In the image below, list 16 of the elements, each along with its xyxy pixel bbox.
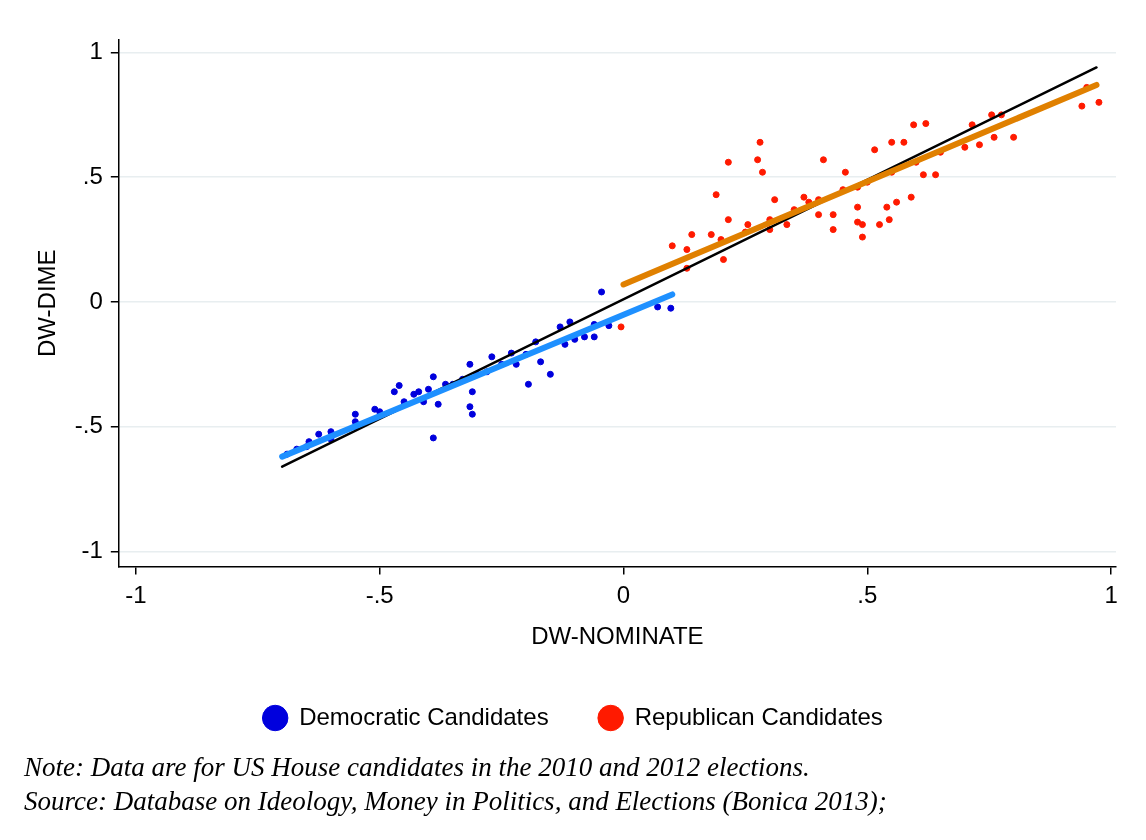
y-tick-label: -1 [81,536,103,564]
x-tick-label: .5 [857,581,878,609]
legend-label: Democratic Candidates [299,702,549,730]
source-note: Source: Database on Ideology, Money in Politics, and Elections (Bonica 2013); [24,785,888,818]
x-tick-label: 1 [1104,581,1118,609]
y-axis-title: DW-DIME [33,249,61,357]
y-tick-label: -.5 [74,411,103,439]
y-tick-label: .5 [82,161,103,189]
x-tick-label: -.5 [365,581,394,609]
text: Note: Data are for US House candidates in the 2010 and 2012 elections. [24,751,811,784]
x-axis-title: DW-NOMINATE [531,622,704,650]
legend-label: Republican Candidates [634,702,883,730]
y-tick-label: 0 [89,286,103,314]
y-tick-label: 1 [89,37,103,65]
x-tick-label: -1 [125,581,147,609]
x-tick-label: 0 [616,581,631,609]
